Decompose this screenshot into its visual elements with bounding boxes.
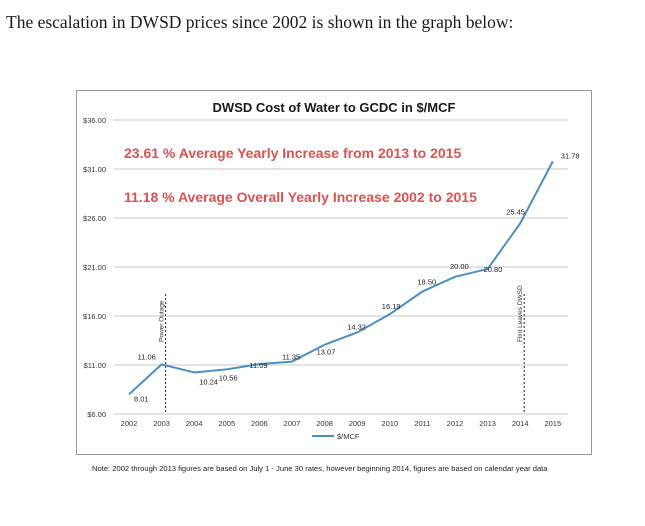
x-tick-label: 2002	[121, 419, 138, 428]
data-label: 25.45	[506, 207, 525, 216]
event-label: Flint Leaves DWSD	[517, 285, 524, 342]
annotation-2013-2015: 23.61 % Average Yearly Increase from 201…	[124, 145, 461, 161]
gridlines	[114, 119, 568, 415]
data-label: 13.07	[317, 348, 336, 357]
x-tick-label: 2010	[381, 419, 398, 428]
chart-frame	[76, 90, 592, 455]
data-label: 18.50	[417, 278, 436, 287]
y-tick-label: $16.00	[83, 312, 106, 321]
event-markers: Power Outage Flint Leaves DWSD	[159, 285, 525, 412]
x-tick-label: 2003	[153, 419, 170, 428]
data-label: 20.80	[484, 265, 503, 274]
data-label: 31.78	[561, 151, 580, 160]
x-tick-label: 2004	[186, 419, 203, 428]
series-line	[128, 160, 554, 396]
x-tick-label: 2007	[284, 419, 301, 428]
x-tick-label: 2013	[479, 419, 496, 428]
x-tick-label: 2014	[512, 419, 529, 428]
x-tick-label: 2006	[251, 419, 268, 428]
intro-text: The escalation in DWSD prices since 2002…	[6, 12, 514, 32]
data-label: 16.19	[382, 302, 401, 311]
data-label: 14.32	[347, 322, 366, 331]
y-tick-label: $31.00	[83, 165, 106, 174]
x-tick-label: 2005	[218, 419, 235, 428]
legend: $/MCF	[312, 432, 360, 441]
x-tick-label: 2012	[447, 419, 464, 428]
y-tick-label: $36.00	[83, 116, 106, 125]
y-tick-label: $11.00	[84, 361, 106, 370]
y-tick-label: $21.00	[83, 263, 106, 272]
x-tick-label: 2011	[414, 419, 430, 428]
chart-title: DWSD Cost of Water to GCDC in $/MCF	[213, 100, 456, 115]
x-tick-label: 2009	[349, 419, 366, 428]
data-label: 10.24	[199, 377, 218, 386]
y-tick-label: $6.00	[87, 410, 106, 419]
data-label: 11.35	[282, 353, 300, 362]
series-line-dollars-per-mcf	[128, 160, 554, 396]
footnote: Note: 2002 through 2013 figures are base…	[92, 464, 548, 473]
data-label: 11.06	[138, 352, 156, 361]
y-tick-label: $26.00	[83, 214, 106, 223]
data-labels: 8.01 11.06 10.24 10.56 11.09 11.35 13.07 14.32 1…	[134, 151, 580, 403]
x-tick-label: 2008	[316, 419, 333, 428]
legend-label: $/MCF	[337, 432, 360, 441]
x-tick-label: 2015	[544, 419, 561, 428]
data-label: 8.01	[134, 394, 149, 403]
event-label: Power Outage	[159, 300, 166, 342]
data-label: 10.56	[219, 373, 238, 382]
x-tick-labels: 2002 2003 2004 2005 2006 2007 2008 2009 2010 2011…	[121, 419, 561, 428]
y-tick-labels: $6.00 $11.00 $16.00 $21.00 $26.00 $31.00 $36.0…	[83, 116, 106, 419]
annotation-2002-2015: 11.18 % Average Overall Yearly Increase …	[124, 189, 477, 205]
data-label: 11.09	[249, 361, 267, 370]
data-label: 20.00	[450, 262, 469, 271]
